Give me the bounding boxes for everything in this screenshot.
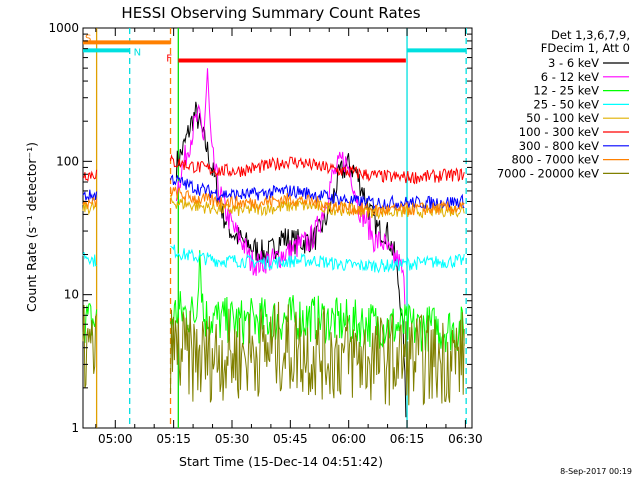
series-line-8 [82, 301, 465, 406]
x-tick-label: 05:45 [273, 432, 308, 446]
state-bar-label: N [134, 47, 141, 58]
plot-frame [82, 27, 473, 429]
state-bar-label: S [85, 33, 91, 44]
vertical-markers [95, 28, 467, 428]
x-tick-label: 06:30 [448, 432, 483, 446]
date-stamp: 8-Sep-2017 00:19 [560, 467, 632, 476]
legend-label: 3 - 6 keV [548, 56, 599, 70]
series-line-1 [175, 68, 406, 306]
legend-label: 50 - 100 keV [526, 111, 599, 125]
x-tick-label: 06:00 [331, 432, 366, 446]
series-lines [82, 68, 465, 418]
series-line-3 [82, 244, 465, 274]
plot-axes [82, 27, 473, 429]
y-tick-label: 100 [56, 154, 79, 168]
x-tick-label: 06:15 [390, 432, 425, 446]
y-tick-label: 1 [71, 421, 79, 435]
chart-title: HESSI Observing Summary Count Rates [121, 4, 420, 22]
axis-ticks: 1 10 100 1000 05:00 05:15 05:30 05:45 06:00 06:15… [48, 21, 482, 446]
y-tick-label: 10 [64, 288, 79, 302]
x-tick-label: 05:15 [156, 432, 191, 446]
legend-label: 6 - 12 keV [541, 70, 599, 84]
x-tick-label: 05:30 [215, 432, 250, 446]
legend-label: 25 - 50 keV [533, 97, 599, 111]
x-axis-label: Start Time (15-Dec-14 04:51:42) [179, 454, 383, 469]
legend-label: 7000 - 20000 keV [497, 166, 599, 180]
legend-header-line-2: FDecim 1, Att 0 [541, 41, 630, 55]
state-bar-label: F [166, 54, 172, 65]
legend: Det 1,3,6,7,9, FDecim 1, Att 0 3 - 6 keV… [497, 28, 630, 180]
y-axis-label: Count Rate (s⁻¹ detector⁻¹) [24, 142, 39, 312]
series-line-7 [82, 186, 465, 217]
legend-label: 300 - 800 keV [519, 139, 599, 153]
legend-label: 12 - 25 keV [533, 84, 599, 98]
legend-header-line-1: Det 1,3,6,7,9, [551, 28, 630, 42]
y-tick-label: 1000 [48, 21, 79, 35]
legend-label: 100 - 300 keV [519, 125, 599, 139]
state-bars: S N F [83, 33, 467, 65]
legend-label: 800 - 7000 keV [511, 153, 599, 167]
x-tick-label: 05:00 [98, 432, 133, 446]
